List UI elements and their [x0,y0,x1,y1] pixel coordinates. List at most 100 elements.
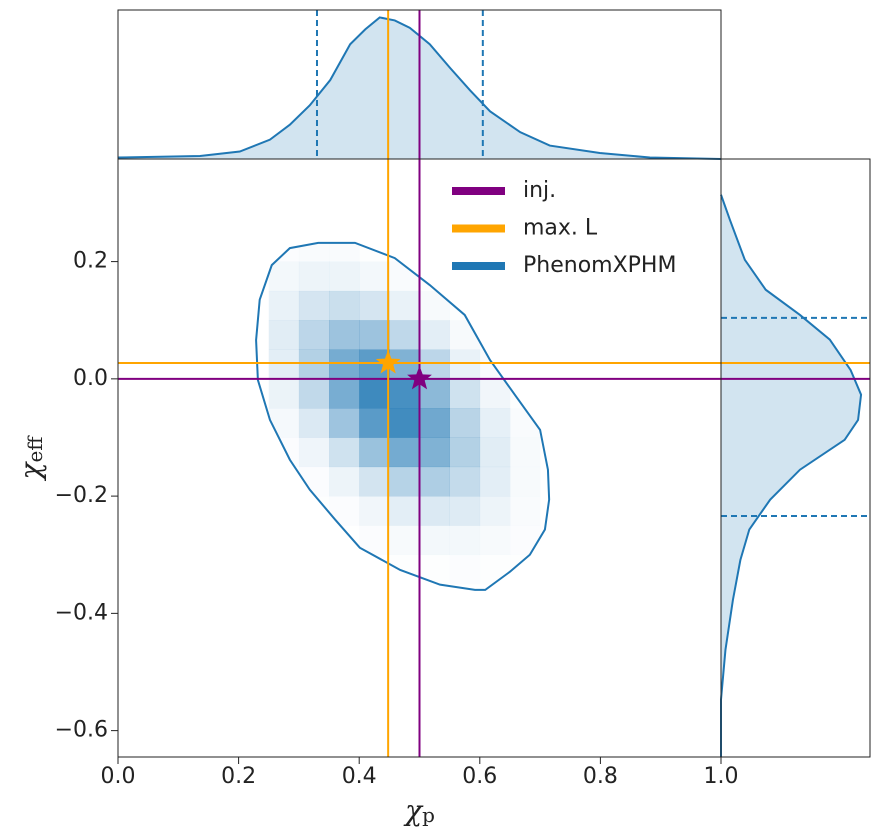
heatmap-cell [299,232,329,262]
heatmap-cell [389,320,420,350]
heatmap-cell [510,291,540,321]
x-axis-label: χp [403,794,435,827]
heatmap-cell [389,290,420,321]
heatmap-cell [298,320,330,350]
heatmap [268,232,540,585]
heatmap-cell [479,496,511,526]
heatmap-cell [420,291,450,321]
heatmap-cell [420,232,450,262]
y-tick-label: 0.2 [73,249,108,274]
heatmap-cell [480,350,510,380]
heatmap-cell [299,496,329,526]
y-label-symbol: χ [14,461,47,482]
heatmap-cell [510,467,540,497]
heatmap-cell [419,496,450,526]
heatmap-cell [268,290,300,321]
x-tick-label: 1.0 [704,764,739,789]
heatmap-cell [269,525,299,555]
heatmap-cell [329,555,359,585]
y-tick-label: −0.2 [55,483,108,508]
y-axis-label: χeff [14,435,47,482]
heatmap-cell [389,496,420,526]
heatmap-cell [298,408,330,438]
heatmap-cell [479,437,511,468]
legend-label: PhenomXPHM [523,253,676,278]
x-tick-label: 0.2 [221,764,256,789]
y-tick-label: 0.0 [73,366,108,391]
heatmap-cell [359,261,390,292]
heatmap-cell [299,555,329,585]
heatmap-cell [419,408,450,438]
y-tick-label: −0.4 [55,600,108,625]
heatmap-cell [269,437,299,467]
heatmap-cell [389,525,419,555]
heatmap-cell [389,437,420,468]
x-tick-label: 0.6 [462,764,497,789]
heatmap-cell [298,290,330,321]
heatmap-cell [389,555,419,585]
heatmap-cell [298,378,330,409]
heatmap-cell [329,349,360,380]
heatmap-cell [329,378,360,409]
heatmap-cell [268,378,300,409]
heatmap-cell [329,261,360,292]
right-frame [720,158,871,758]
heatmap-cell [419,525,450,556]
marker-star [375,350,401,374]
heatmap-cell [510,320,540,350]
heatmap-cell [359,555,389,585]
heatmap-cell [510,437,540,467]
heatmap-cell [449,437,481,468]
heatmap-cell [268,408,300,438]
heatmap-cell [449,496,481,526]
marginal-x-line [117,16,722,160]
y-label-subscript: eff [23,435,47,463]
heatmap-cell [479,378,511,409]
heatmap-cell [359,466,390,497]
heatmap-cell [389,408,420,438]
heatmap-cell [449,525,481,556]
heatmap-cell [269,496,299,526]
heatmap-cell [479,408,511,438]
heatmap-cell [419,466,450,497]
heatmap-cell [359,408,390,438]
contour [255,241,551,591]
heatmap-cell [449,408,481,438]
heatmap-cell [329,466,360,497]
heatmap-cell [359,378,390,409]
heatmap-cell [268,261,300,292]
heatmap-cell [359,320,390,350]
heatmap-cell [420,555,450,585]
x-tick-label: 0.8 [583,764,618,789]
heatmap-cell [510,525,540,555]
heatmap-cell [298,261,330,292]
heatmap-cell [510,496,540,526]
heatmap-cell [449,378,481,409]
heatmap-cell [299,525,329,555]
heatmap-cell [480,320,510,350]
heatmap-cell [480,525,510,555]
y-tick-label: −0.6 [55,718,108,743]
heatmap-cell [329,232,359,262]
heatmap-cell [389,349,420,380]
marginal-y-line [720,194,863,757]
heatmap-cell [329,437,360,468]
heatmap-cell [329,320,360,350]
heatmap-cell [329,290,360,321]
heatmap-cell [480,232,510,262]
heatmap-cell [269,467,299,497]
heatmap-cell [298,437,330,468]
heatmap-cell [359,496,390,526]
heatmap-cell [268,320,300,350]
heatmap-cell [329,408,360,438]
legend-label: inj. [523,178,556,203]
heatmap-cell [359,290,390,321]
heatmap-cell [480,291,510,321]
legend-label: max. L [523,216,598,241]
heatmap-cell [479,466,511,497]
heatmap-cell [480,555,510,585]
x-tick-label: 0.4 [342,764,377,789]
heatmap-cell [449,466,481,497]
marker-star [407,365,432,390]
